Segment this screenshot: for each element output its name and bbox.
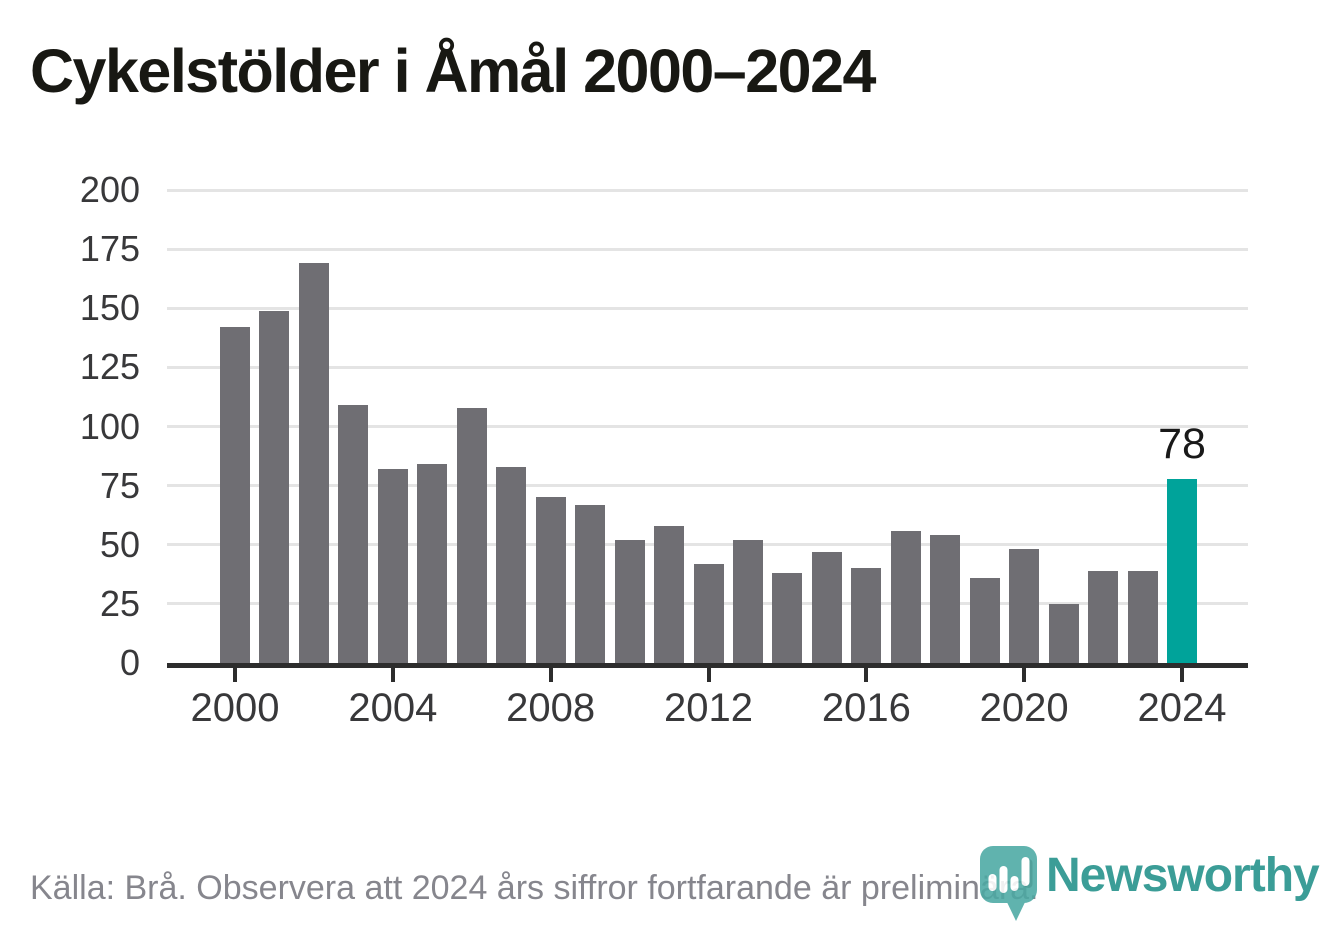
gridline-200 <box>167 188 1248 192</box>
bar-2012 <box>693 563 724 663</box>
y-tick-label-75: 75 <box>99 464 140 506</box>
bar-2003 <box>338 405 369 663</box>
x-tick-2024 <box>1180 666 1184 682</box>
x-tick-label-2008: 2008 <box>506 686 596 730</box>
x-tick-label-2004: 2004 <box>348 686 438 730</box>
bar-2023 <box>1127 570 1158 663</box>
gridline-125 <box>167 365 1248 369</box>
gridline-100 <box>167 425 1248 428</box>
y-tick-label-50: 50 <box>99 523 140 565</box>
y-tick-label-0: 0 <box>119 642 140 683</box>
x-tick-label-2012: 2012 <box>664 686 753 730</box>
newsworthy-logo: Newsworthy <box>980 846 1320 926</box>
gridline-175 <box>167 247 1248 251</box>
y-tick-label-125: 125 <box>79 346 140 388</box>
bar-2009 <box>575 504 606 663</box>
x-tick-label-2024: 2024 <box>1137 686 1227 730</box>
bar-2011 <box>654 525 685 663</box>
bar-2018 <box>930 535 961 663</box>
value-label-2024: 78 <box>1158 420 1206 468</box>
newsworthy-wordmark: Newsworthy <box>1046 849 1320 902</box>
bar-2000 <box>220 327 250 663</box>
y-tick-label-175: 175 <box>79 228 140 270</box>
bar-2004 <box>377 469 408 663</box>
x-tick-2012 <box>706 666 711 682</box>
x-tick-2016 <box>864 666 869 682</box>
bar-2016 <box>851 568 882 663</box>
bar-2007 <box>496 466 527 663</box>
x-tick-2008 <box>548 666 553 682</box>
bar-2010 <box>614 540 645 663</box>
bar-2005 <box>417 464 448 663</box>
gridline-75 <box>167 484 1248 488</box>
x-tick-label-2020: 2020 <box>979 686 1069 730</box>
gridline-50 <box>167 543 1248 547</box>
bar-2022 <box>1088 570 1119 663</box>
bar-2008 <box>535 497 566 663</box>
newsworthy-pin-icon <box>980 846 1037 921</box>
gridline-150 <box>167 306 1248 310</box>
x-tick-2000 <box>233 666 237 682</box>
x-tick-label-2016: 2016 <box>821 686 911 730</box>
y-tick-label-200: 200 <box>79 169 140 210</box>
x-tick-label-2000: 2000 <box>190 686 280 730</box>
bar-2021 <box>1048 603 1079 663</box>
source-note: Källa: Brå. Observera att 2024 års siffr… <box>30 869 1039 907</box>
x-tick-2020 <box>1022 666 1027 682</box>
bar-2014 <box>772 573 803 663</box>
bar-2015 <box>811 551 842 663</box>
bar-2024 <box>1167 478 1197 663</box>
y-tick-label-25: 25 <box>99 582 140 624</box>
x-tick-2004 <box>390 666 395 682</box>
bar-2020 <box>1009 549 1040 663</box>
bar-2006 <box>456 407 487 663</box>
bar-2013 <box>732 540 763 663</box>
bar-2002 <box>298 263 329 663</box>
bar-2017 <box>890 530 921 663</box>
y-tick-label-100: 100 <box>79 405 140 447</box>
x-axis-line <box>167 663 1248 668</box>
y-tick-label-150: 150 <box>79 287 140 329</box>
bar-2019 <box>969 577 1000 663</box>
page-title: Cykelstölder i Åmål 2000–2024 <box>30 37 876 105</box>
bar-2001 <box>259 310 290 663</box>
